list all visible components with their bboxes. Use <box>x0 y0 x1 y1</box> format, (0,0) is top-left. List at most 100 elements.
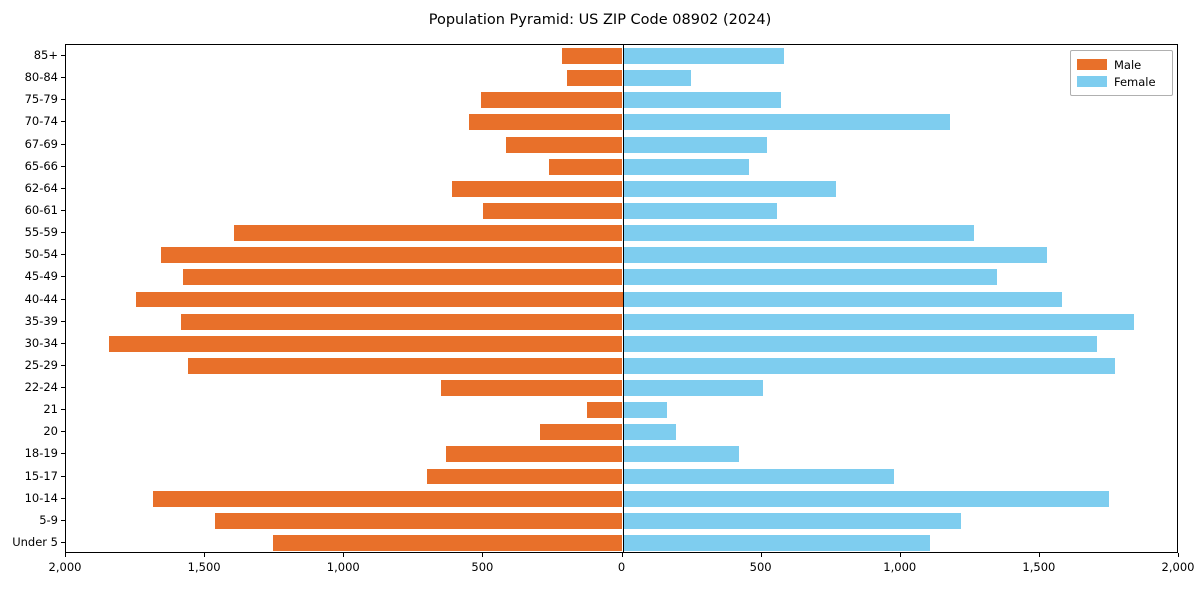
bar-male <box>468 114 623 131</box>
pyramid-row <box>66 355 1177 377</box>
y-tick-mark <box>61 453 65 455</box>
bar-male <box>482 203 623 219</box>
pyramid-row <box>66 134 1177 156</box>
y-tick-mark <box>61 254 65 256</box>
y-tick-mark <box>61 541 65 543</box>
bar-female <box>622 402 668 419</box>
bar-female <box>622 92 782 109</box>
bar-male <box>233 225 623 242</box>
pyramid-row <box>66 510 1177 532</box>
plot-area <box>65 44 1178 553</box>
x-tick-mark <box>65 553 66 557</box>
y-tick-label: 5-9 <box>39 512 58 527</box>
y-tick-label: 80-84 <box>24 70 58 85</box>
bar-female <box>622 114 951 131</box>
y-tick-label: 21 <box>43 402 58 417</box>
pyramid-row <box>66 311 1177 333</box>
zero-axis-line <box>622 45 624 552</box>
pyramid-row <box>66 111 1177 133</box>
pyramid-row <box>66 178 1177 200</box>
bar-female <box>622 247 1048 264</box>
x-tick-mark <box>1178 553 1179 557</box>
bar-female <box>622 446 740 463</box>
pyramid-row <box>66 89 1177 111</box>
y-tick-label: 25-29 <box>24 357 58 372</box>
bar-male <box>539 424 623 441</box>
bar-male <box>481 92 623 109</box>
bar-male <box>548 158 623 175</box>
x-tick-label: 0 <box>617 560 626 574</box>
y-tick-label: 20 <box>43 424 58 439</box>
bar-female <box>622 357 1115 374</box>
x-tick-label: 1,000 <box>883 560 917 574</box>
pyramid-row <box>66 488 1177 510</box>
y-tick-label: 18-19 <box>24 446 58 461</box>
y-tick-mark <box>61 497 65 499</box>
pyramid-row <box>66 266 1177 288</box>
bar-female <box>622 468 894 485</box>
bar-male <box>215 512 623 529</box>
bar-female <box>622 158 750 175</box>
y-tick-label: 75-79 <box>24 92 58 107</box>
pyramid-row <box>66 377 1177 399</box>
y-tick-mark <box>61 431 65 433</box>
y-tick-mark <box>61 232 65 234</box>
y-tick-mark <box>61 165 65 167</box>
x-tick-mark <box>204 553 206 557</box>
bar-female <box>622 380 764 396</box>
bar-female <box>622 180 836 197</box>
bar-male <box>446 446 623 463</box>
y-tick-label: 67-69 <box>24 136 58 151</box>
y-tick-label: 65-66 <box>24 158 58 173</box>
x-tick-mark <box>343 553 345 557</box>
legend-item-male: Male <box>1077 56 1166 73</box>
x-tick-label: 1,500 <box>1022 560 1056 574</box>
bar-male <box>272 534 623 551</box>
y-tick-mark <box>61 342 65 344</box>
bar-female <box>622 48 785 65</box>
bar-female <box>622 70 691 87</box>
pyramid-row <box>66 67 1177 89</box>
bar-male <box>427 468 623 485</box>
y-tick-label: Under 5 <box>12 534 58 549</box>
bar-male <box>561 48 623 65</box>
bar-male <box>135 291 623 308</box>
y-tick-mark <box>61 187 65 189</box>
bar-male <box>440 380 623 396</box>
bar-male <box>182 269 623 286</box>
bar-male <box>109 335 623 352</box>
x-tick-mark <box>1038 553 1040 557</box>
pyramid-row <box>66 399 1177 421</box>
pyramid-row <box>66 156 1177 178</box>
bar-female <box>622 534 930 551</box>
chart-title: Population Pyramid: US ZIP Code 08902 (2… <box>428 12 772 28</box>
y-tick-mark <box>61 387 65 389</box>
x-tick-label: 2,000 <box>1161 560 1195 574</box>
pyramid-row <box>66 443 1177 465</box>
y-tick-label: 62-64 <box>24 180 58 195</box>
y-tick-mark <box>61 298 65 300</box>
legend-label-male: Male <box>1114 57 1142 72</box>
bar-male <box>161 247 623 264</box>
y-tick-label: 85+ <box>33 48 58 63</box>
x-tick-label: 500 <box>471 560 494 574</box>
bar-male <box>587 402 623 419</box>
bar-female <box>622 490 1109 507</box>
y-tick-mark <box>61 276 65 278</box>
y-tick-mark <box>61 475 65 477</box>
y-tick-label: 40-44 <box>24 291 58 306</box>
y-tick-mark <box>61 121 65 123</box>
y-tick-mark <box>61 209 65 211</box>
y-tick-label: 35-39 <box>24 313 58 328</box>
bar-female <box>622 269 997 286</box>
x-tick-mark <box>899 553 901 557</box>
y-tick-mark <box>61 519 65 521</box>
pyramid-row <box>66 465 1177 487</box>
y-tick-label: 60-61 <box>24 202 58 217</box>
pyramid-row <box>66 200 1177 222</box>
bar-male <box>505 136 623 153</box>
y-tick-mark <box>61 143 65 145</box>
pyramid-row <box>66 288 1177 310</box>
y-tick-mark <box>61 55 65 57</box>
y-tick-mark <box>61 409 65 411</box>
